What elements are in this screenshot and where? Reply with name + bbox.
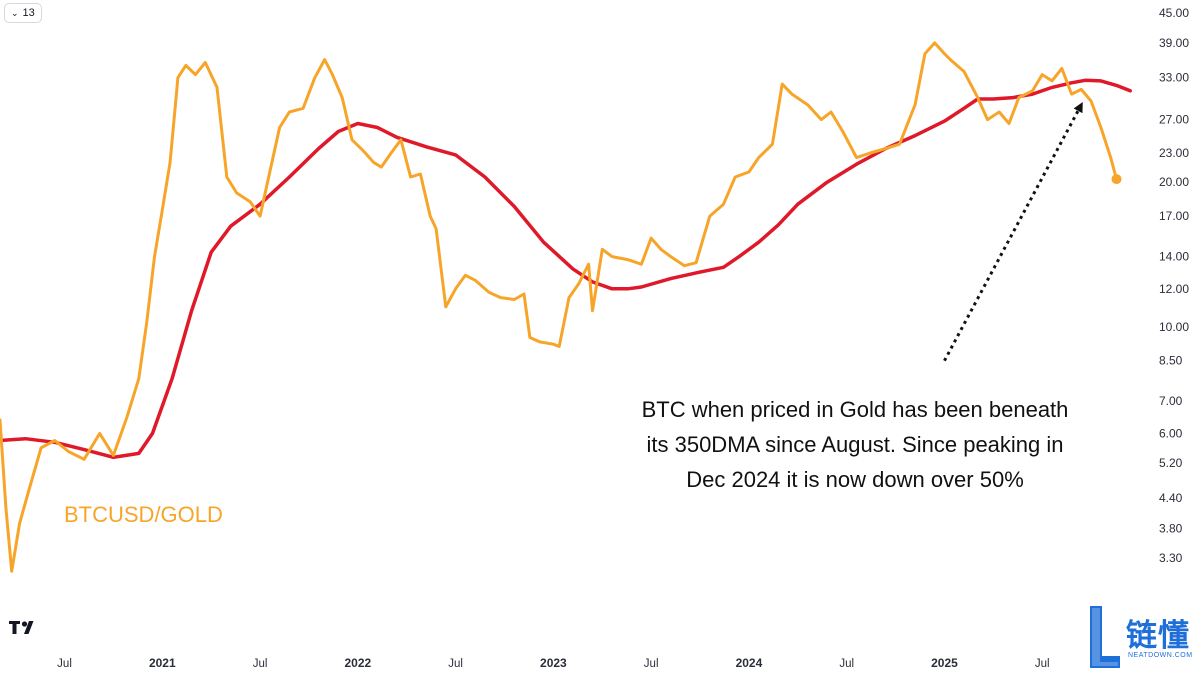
x-tick-label: Jul [448, 658, 463, 670]
y-tick-label: 3.80 [1159, 522, 1183, 536]
annotation-text: BTC when priced in Gold has been beneath… [560, 392, 1150, 497]
chevron-down-icon: ⌄ [11, 8, 19, 18]
y-tick-label: 39.00 [1159, 36, 1189, 50]
series-label: BTCUSD/GOLD [64, 502, 223, 527]
watermark-cn: 链懂 [1126, 618, 1190, 654]
y-tick-label: 3.30 [1159, 551, 1183, 565]
x-tick-label: Jul [644, 658, 659, 670]
watermark-en: NEATDOWN.COM [1128, 652, 1193, 659]
x-tick-label: 2025 [931, 656, 958, 670]
interval-label: 13 [22, 7, 35, 19]
x-tick-label: Jul [253, 658, 268, 670]
y-tick-label: 7.00 [1159, 394, 1183, 408]
x-tick-label: Jul [57, 658, 72, 670]
btcusd-gold-line [0, 41, 1118, 573]
y-tick-label: 33.00 [1159, 71, 1189, 85]
ma-350-line [0, 78, 1132, 460]
y-tick-label: 4.40 [1159, 491, 1183, 505]
annotation-arrow [943, 102, 1083, 362]
y-tick-label: 14.00 [1159, 250, 1189, 264]
y-tick-label: 10.00 [1159, 320, 1189, 334]
y-tick-label: 6.00 [1159, 426, 1183, 440]
annotation-line: BTC when priced in Gold has been beneath [641, 397, 1069, 422]
x-tick-label: 2024 [736, 656, 763, 670]
tradingview-logo-icon [9, 621, 34, 634]
y-tick-label: 23.00 [1159, 146, 1189, 160]
y-tick-label: 20.00 [1159, 175, 1189, 189]
y-axis: 45.00 39.00 33.00 27.00 23.00 20.00 17.00 14.00… [1159, 6, 1189, 565]
x-tick-label: Jul [839, 658, 854, 670]
y-tick-label: 12.00 [1159, 282, 1189, 296]
interval-selector[interactable]: ⌄ 13 [4, 3, 42, 23]
x-tick-label: 2021 [149, 656, 176, 670]
x-axis: Jul 2021 Jul 2022 Jul 2023 Jul 2024 Jul 2025 Jul [57, 656, 1049, 670]
watermark: 链懂 NEATDOWN.COM [1086, 604, 1198, 672]
y-tick-label: 45.00 [1159, 6, 1189, 20]
x-tick-label: Jul [1035, 658, 1050, 670]
y-tick-label: 8.50 [1159, 354, 1183, 368]
x-tick-label: 2023 [540, 656, 567, 670]
y-tick-label: 5.20 [1159, 456, 1183, 470]
plot-area [0, 41, 1132, 573]
last-price-marker [1111, 174, 1122, 185]
annotation-line: Dec 2024 it is now down over 50% [686, 467, 1024, 492]
l-logo-icon [1090, 606, 1120, 668]
annotation-line: its 350DMA since August. Since peaking i… [646, 432, 1064, 457]
y-tick-label: 17.00 [1159, 209, 1189, 223]
y-tick-label: 27.00 [1159, 113, 1189, 127]
x-tick-label: 2022 [344, 656, 371, 670]
